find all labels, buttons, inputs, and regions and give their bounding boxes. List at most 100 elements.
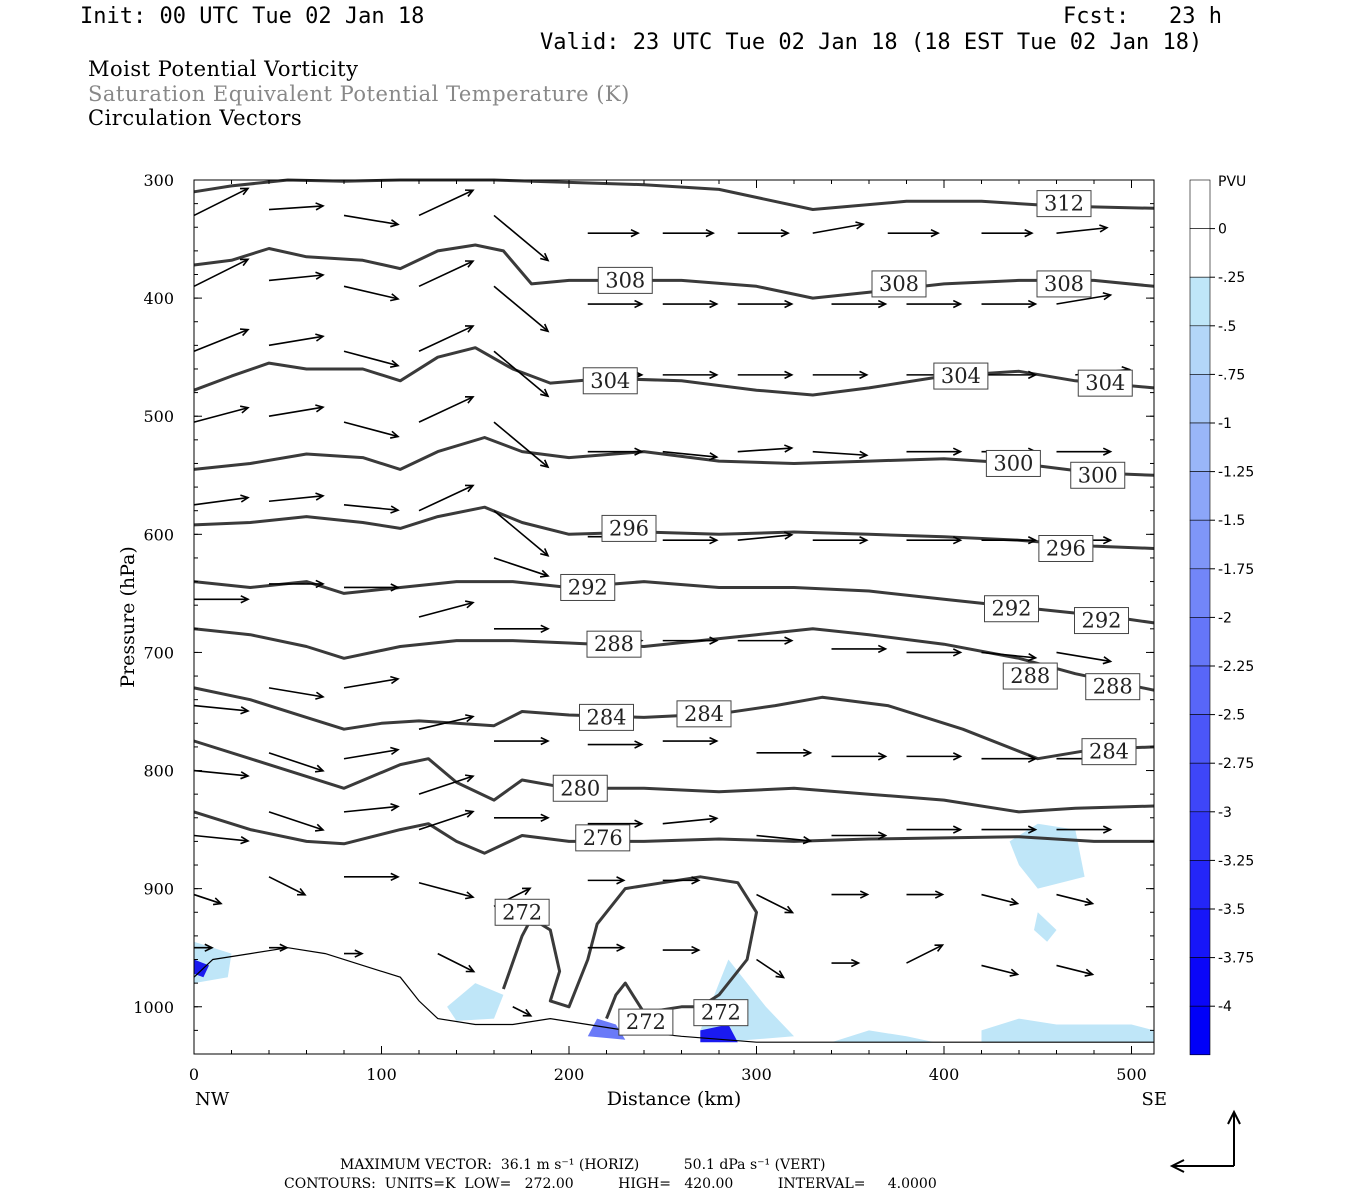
contour-label-box <box>1002 662 1058 690</box>
vector-head <box>859 370 869 380</box>
vector-shaft <box>418 775 474 795</box>
vector-shaft <box>268 274 324 282</box>
vector-head <box>952 536 963 545</box>
vector-head <box>390 505 400 514</box>
vector-shaft <box>193 496 249 506</box>
isentrope-284 <box>193 686 1155 761</box>
vector-shaft <box>1056 651 1111 663</box>
colorbar-label: -1.25 <box>1218 465 1254 481</box>
vector-shaft <box>343 421 399 438</box>
vector-shaft <box>756 893 793 914</box>
contour-label: 292 <box>1081 609 1121 633</box>
vector-shaft <box>343 805 399 813</box>
x-tick-label: 0 <box>189 1065 199 1084</box>
vector-head <box>930 228 940 238</box>
contour-label: 300 <box>1078 463 1118 487</box>
vector-head <box>464 260 475 268</box>
vector-head <box>315 691 325 700</box>
isentrope-308 <box>193 243 1155 300</box>
vector-shaft <box>493 214 549 262</box>
vector-head <box>952 752 963 761</box>
vector-shaft <box>493 285 549 332</box>
vector-head <box>521 887 532 896</box>
vector-shaft <box>981 651 1036 659</box>
vector-head <box>1027 825 1038 834</box>
vector-head <box>389 359 400 368</box>
vector-head <box>314 823 325 832</box>
vector-head <box>708 452 719 461</box>
contour-label-box <box>1077 369 1133 397</box>
vector-head <box>212 897 223 906</box>
contour-label-box <box>693 999 749 1027</box>
contour-label-box <box>494 898 550 926</box>
pv-region <box>447 983 504 1021</box>
vector-head <box>390 583 400 592</box>
vector-head <box>464 325 475 333</box>
vector-shaft <box>662 450 717 458</box>
vector-head <box>952 648 963 657</box>
vector-shaft <box>268 687 324 698</box>
contour-label: 300 <box>993 451 1033 475</box>
vector-shaft <box>906 944 943 964</box>
vector-shaft <box>418 715 474 730</box>
vector-shaft <box>268 876 306 896</box>
vector-head <box>390 219 400 228</box>
vector-head <box>540 323 550 333</box>
contour-label: 308 <box>879 272 919 296</box>
vector-head <box>1027 299 1038 309</box>
colorbar-swatch <box>1189 811 1211 861</box>
vector-head <box>464 774 475 783</box>
vector-shaft <box>418 396 474 423</box>
contour-label-box <box>984 595 1039 623</box>
vector-head <box>390 675 400 685</box>
contour-labels: 312 308 308 308 304 304 304 300 300 296 296 292 292 2… <box>494 190 1141 1036</box>
vector-head <box>522 1008 533 1017</box>
vector-shaft <box>193 893 222 905</box>
vector-shaft <box>418 601 474 618</box>
colorbar-label: 0 <box>1218 222 1227 238</box>
contour-label: 284 <box>1089 740 1129 764</box>
colorbar-swatch <box>1189 1005 1211 1056</box>
contour-label-box <box>933 362 989 390</box>
vector-head <box>1027 370 1038 380</box>
vector-head <box>1084 897 1095 906</box>
contour-label: 288 <box>1010 664 1050 688</box>
vector-head <box>709 370 719 380</box>
vector-shaft <box>981 964 1018 976</box>
y-tick-label: 700 <box>143 643 174 662</box>
vector-head <box>240 595 250 604</box>
vector-shaft <box>1056 226 1107 234</box>
vector-head <box>1084 968 1095 977</box>
colorbar-swatch <box>1189 471 1211 521</box>
vector-head <box>616 943 626 952</box>
vector-head <box>934 944 945 952</box>
vector-head <box>784 905 795 914</box>
vector-shaft <box>343 748 399 760</box>
contour-label-box <box>1085 673 1141 701</box>
vector-head <box>240 836 250 845</box>
vector-head <box>1102 291 1113 301</box>
vector-head <box>390 872 400 882</box>
vector-head <box>802 836 813 845</box>
vector-shaft <box>418 325 474 352</box>
vector-head <box>1009 968 1020 977</box>
vector-head <box>1027 652 1038 662</box>
vector-head <box>540 388 550 398</box>
vector-shaft <box>812 450 867 457</box>
vector-shaft <box>981 893 1018 905</box>
vector-shaft <box>418 260 474 288</box>
vector-shaft <box>268 205 324 211</box>
contour-label: 288 <box>594 632 634 656</box>
pv-region <box>194 959 209 978</box>
vector-head <box>850 958 861 968</box>
y-tick-label: 800 <box>143 762 174 781</box>
vector-shaft <box>737 447 792 453</box>
contour-label: 304 <box>1085 371 1125 395</box>
pv-region <box>587 1018 626 1040</box>
vector-head <box>1102 825 1113 834</box>
vector-shaft <box>268 406 324 418</box>
vector-head <box>540 459 550 469</box>
y-tick-label: 300 <box>143 171 174 190</box>
colorbar-label: -3.75 <box>1218 951 1254 967</box>
